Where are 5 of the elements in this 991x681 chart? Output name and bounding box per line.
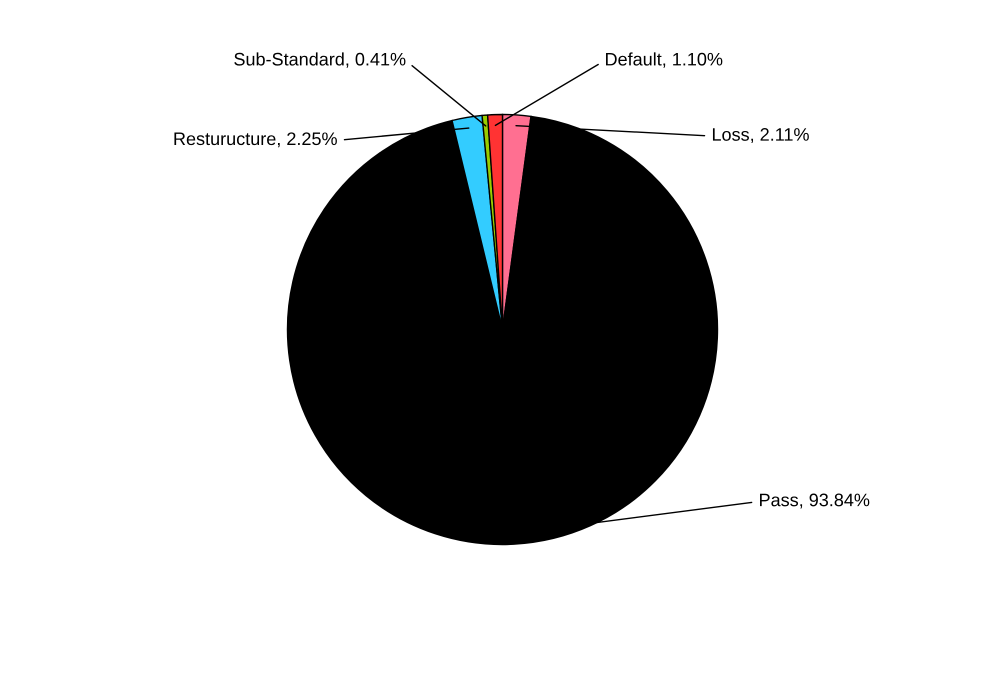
slice-label: Default, 1.10% — [606, 52, 722, 68]
slice-label: Sub-Standard, 0.41% — [234, 52, 406, 68]
slice-label: Resturucture, 2.25% — [174, 132, 337, 148]
slice-label: Loss, 2.11% — [712, 128, 809, 143]
slice-label: Pass, 93.84% — [760, 494, 870, 508]
